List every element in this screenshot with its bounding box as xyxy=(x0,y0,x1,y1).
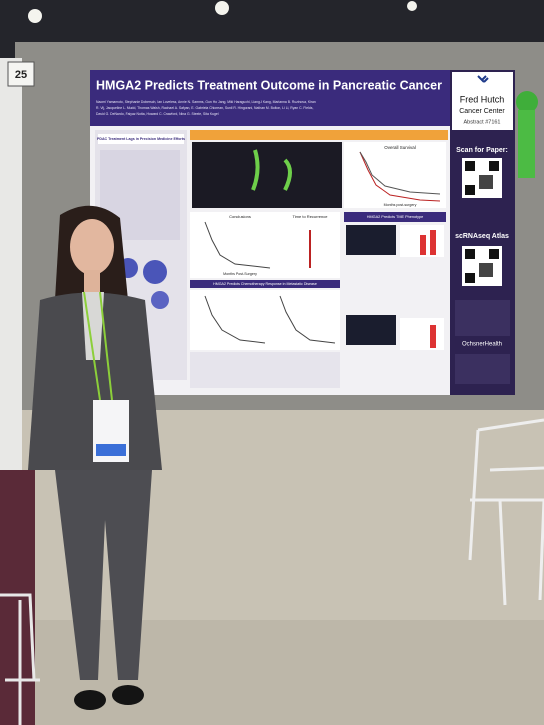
qr-label: scRNAseq Atlas xyxy=(455,233,509,240)
chair xyxy=(0,593,40,725)
illustration xyxy=(143,260,167,284)
lanyard xyxy=(83,291,113,401)
survival-curve xyxy=(359,151,441,195)
ribbon xyxy=(518,110,535,178)
qr-pattern xyxy=(479,175,493,189)
panel-banner xyxy=(344,212,446,222)
qr-label: Scan for Paper: xyxy=(456,147,508,154)
panel-heading-box xyxy=(98,134,184,144)
ceiling-light xyxy=(215,1,229,15)
face xyxy=(70,219,114,275)
survival-curve xyxy=(204,221,271,269)
abstract-number: Abstract #7161 xyxy=(464,119,501,125)
shoe xyxy=(112,685,144,705)
survival-curve xyxy=(359,151,441,202)
qr-pattern xyxy=(465,249,475,259)
plot-title: Conclusions xyxy=(229,214,251,219)
microscopy-image xyxy=(192,142,342,208)
pants xyxy=(55,470,152,680)
table-block xyxy=(190,352,340,388)
panel-heading: HMGA2 Predicts TME Phenotype xyxy=(367,215,423,219)
sponsor: OchsnerHealth xyxy=(462,342,502,348)
logo-strip xyxy=(455,354,510,384)
poster-header xyxy=(90,70,450,126)
poster-title: HMGA2 Predicts Treatment Outcome in Panc… xyxy=(96,78,442,92)
institution-logo xyxy=(477,75,489,83)
panel-heading: HMGA2 Predicts Chemotherapy Response in … xyxy=(213,282,317,286)
ceiling-light xyxy=(407,1,417,11)
bar-illustration xyxy=(420,235,426,255)
axis-label: Months post-surgery xyxy=(384,203,417,207)
poster-authors: R. Vij, Jacqueline L. Mudd, Thomas Walsh… xyxy=(96,106,313,110)
qr-pattern xyxy=(465,273,475,283)
qr-pattern xyxy=(479,263,493,277)
microscopy-image xyxy=(346,225,396,255)
plot-area xyxy=(190,212,340,278)
poster-authors: David G. DeNardo, Faiyaz Notta, Howard C… xyxy=(96,112,219,116)
shoe xyxy=(74,690,106,710)
logo-strip xyxy=(455,300,510,336)
panel-banner xyxy=(190,280,340,288)
plot-title: Overall Survival xyxy=(384,145,416,150)
stain xyxy=(251,149,292,191)
microscopy-image xyxy=(346,315,396,345)
qr-pattern xyxy=(489,249,499,259)
plot-area xyxy=(344,142,446,208)
board-number: 25 xyxy=(15,69,27,81)
qr-pattern xyxy=(465,161,475,171)
bar-illustration xyxy=(430,325,436,348)
illustration xyxy=(151,291,169,309)
poster-authors: Naomi Yamamoto, Stephanie Dobersch, Ian … xyxy=(96,100,316,104)
qr-pattern xyxy=(465,185,475,195)
neck xyxy=(84,270,100,292)
plot-title: Time to Recurrence xyxy=(293,214,329,219)
panel-banner xyxy=(190,130,448,140)
institution-name: Fred Hutch xyxy=(460,94,505,104)
pillar xyxy=(0,58,22,478)
ribbon-rosette xyxy=(516,91,538,113)
ceiling-light xyxy=(28,9,42,23)
chair xyxy=(468,418,544,606)
badge-stripe xyxy=(96,444,126,456)
survival-curve xyxy=(204,295,266,344)
survival-curve xyxy=(279,295,336,344)
axis-label: Months Post-Surgery xyxy=(223,272,257,276)
panel-heading: PDAC Treatment Lags in Precision Medicin… xyxy=(97,137,185,141)
qr-pattern xyxy=(489,161,499,171)
plot-area xyxy=(400,318,444,350)
institution-name: Cancer Center xyxy=(459,108,505,115)
board-number-sign xyxy=(7,61,35,87)
bar-illustration xyxy=(430,230,436,255)
